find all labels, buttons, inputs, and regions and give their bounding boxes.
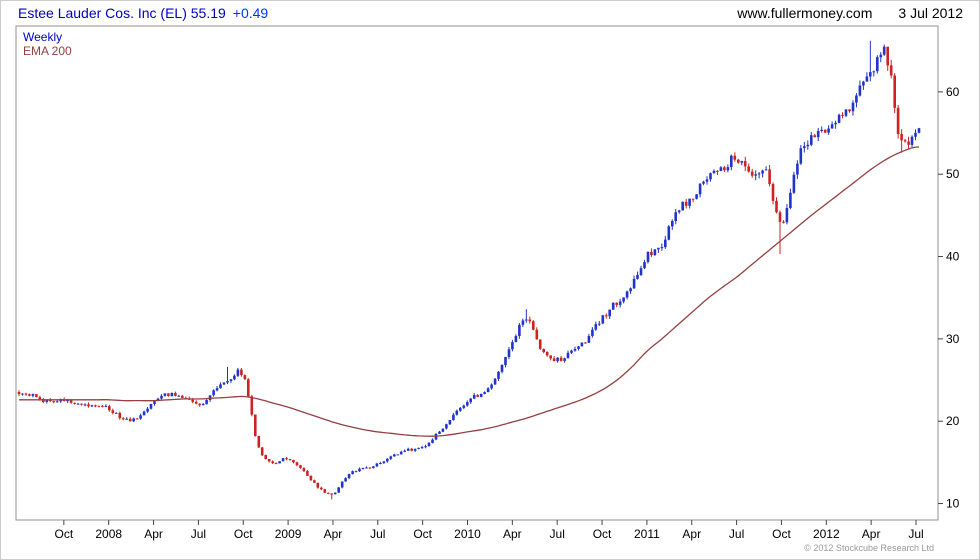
timeframe-label: Weekly xyxy=(23,30,63,44)
copyright: © 2012 Stockcube Research Ltd xyxy=(804,543,934,553)
x-axis-label: Oct xyxy=(593,527,612,541)
x-axis: Oct 2008 Apr Jul Oct 2009 Apr Jul Oct 2010 Apr Jul O… xyxy=(55,520,924,541)
chart-header-right: www.fullermoney.com 3 Jul 2012 xyxy=(737,5,963,21)
y-axis-label: 50 xyxy=(946,167,960,181)
y-axis-label: 40 xyxy=(946,250,960,264)
x-axis-label: Oct xyxy=(413,527,432,541)
chart-header: Estee Lauder Cos. Inc (EL) 55.19 +0.49 xyxy=(18,5,268,21)
x-axis-label: Apr xyxy=(324,527,343,541)
ema-label: EMA 200 xyxy=(23,44,72,58)
x-axis-label: Oct xyxy=(55,527,74,541)
instrument-title: Estee Lauder Cos. Inc (EL) 55.19 xyxy=(18,5,226,21)
date-label: 3 Jul 2012 xyxy=(898,5,963,21)
y-axis-label: 10 xyxy=(946,497,960,511)
site-url: www.fullermoney.com xyxy=(737,5,873,21)
x-axis-label: Oct xyxy=(772,527,791,541)
x-axis-label: Jul xyxy=(729,527,744,541)
x-axis-label: Apr xyxy=(682,527,701,541)
price-change: +0.49 xyxy=(232,5,269,21)
x-axis-label: Jul xyxy=(370,527,385,541)
y-axis-label: 30 xyxy=(946,332,960,346)
x-axis-label: Oct xyxy=(234,527,253,541)
x-axis-label: 2009 xyxy=(275,527,302,541)
plot-border xyxy=(15,25,939,521)
chart-legend: Weekly EMA 200 xyxy=(23,30,72,58)
y-axis-label: 20 xyxy=(946,414,960,428)
x-axis-label: Jul xyxy=(191,527,206,541)
x-axis-label: 2008 xyxy=(95,527,122,541)
x-axis-label: Jul xyxy=(908,527,923,541)
x-axis-label: 2010 xyxy=(454,527,481,541)
ema-line xyxy=(19,146,920,437)
x-axis-label: Jul xyxy=(550,527,565,541)
x-axis-label: Apr xyxy=(862,527,881,541)
y-axis: 10 20 30 40 50 60 xyxy=(938,85,960,511)
y-axis-label: 60 xyxy=(946,85,960,99)
x-axis-label: Apr xyxy=(503,527,522,541)
x-axis-label: 2011 xyxy=(634,527,660,541)
x-axis-label: Apr xyxy=(144,527,163,541)
x-axis-label: 2012 xyxy=(813,527,840,541)
